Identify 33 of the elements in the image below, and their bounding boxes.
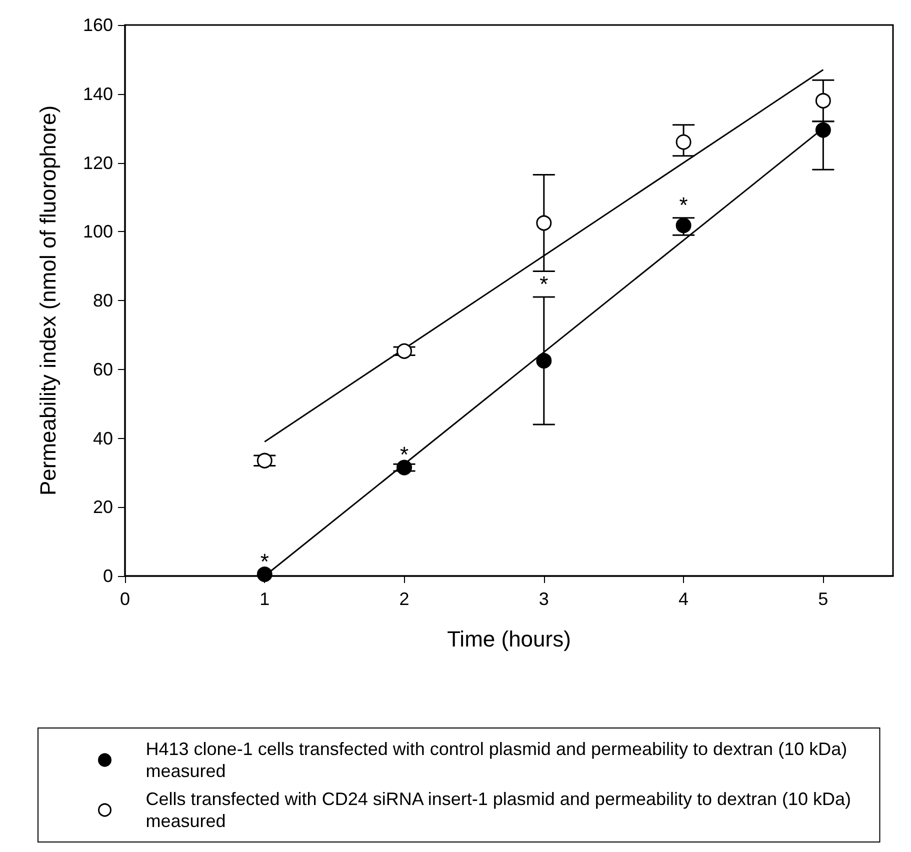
y-tick-label: 40 (92, 428, 113, 448)
annotation: * (400, 442, 409, 468)
y-tick-label: 20 (92, 497, 113, 518)
y-tick-label: 120 (82, 152, 113, 173)
y-tick-label: 60 (92, 359, 113, 380)
annotation: * (679, 192, 688, 218)
x-tick-label: 4 (678, 589, 689, 609)
y-axis-title: Permeability index (nmol of fluorophore) (36, 105, 60, 496)
x-tick-label: 1 (260, 589, 270, 609)
y-tick-label: 0 (102, 566, 113, 586)
x-axis-title: Time (hours) (447, 626, 571, 652)
point (256, 566, 272, 582)
point (396, 343, 412, 359)
point (815, 93, 831, 109)
legend-label: Cells transfected with CD24 siRNA insert-1 plasmid and permeability to dextran (10 kDa) measured (146, 789, 856, 831)
y-tick-label: 160 (82, 15, 113, 35)
point (676, 218, 692, 234)
x-tick-label: 3 (538, 589, 549, 609)
point (536, 215, 552, 231)
point (815, 122, 831, 138)
y-tick-label: 80 (92, 290, 113, 310)
annotation: * (260, 548, 270, 574)
x-tick-label: 0 (120, 589, 130, 609)
annotation: * (540, 272, 549, 297)
legend-label: H413 clone-1 cells transfected with control plasmid and permeability to dextran (10 kDa) measured (146, 739, 852, 781)
point (676, 134, 692, 150)
point (396, 460, 412, 476)
y-tick-label: 100 (82, 222, 113, 242)
y-tick-label: 140 (82, 84, 113, 104)
point (256, 452, 272, 468)
x-tick-label: 5 (818, 589, 828, 609)
point (536, 353, 552, 369)
x-tick-label: 2 (399, 589, 410, 609)
